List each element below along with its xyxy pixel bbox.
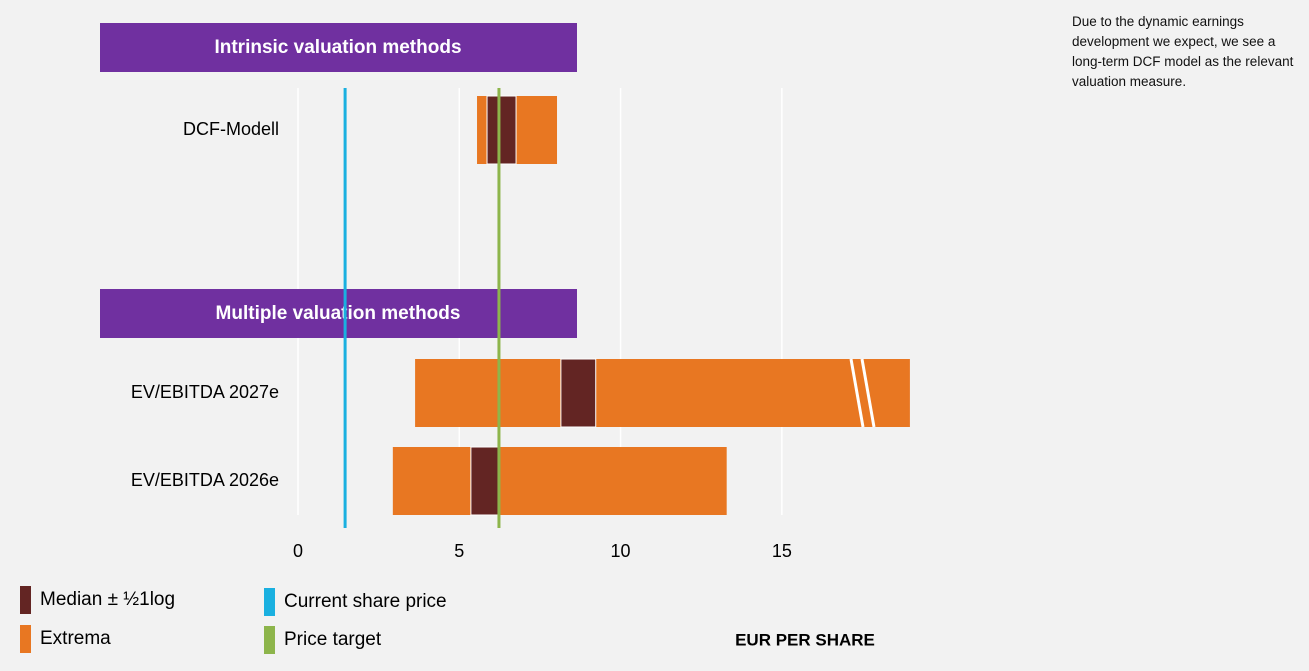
legend-label: Extrema bbox=[40, 628, 111, 649]
extrema-bar bbox=[392, 447, 727, 515]
median-bar bbox=[470, 446, 499, 516]
legend-swatch bbox=[264, 626, 275, 654]
x-axis-label: EUR PER SHARE bbox=[735, 630, 875, 649]
legend-label: Current share price bbox=[284, 591, 447, 612]
axis-break bbox=[849, 358, 865, 428]
category-label: EV/EBITDA 2026e bbox=[131, 470, 279, 490]
side-note: Due to the dynamic earnings development … bbox=[1072, 14, 1294, 89]
x-tick-label: 15 bbox=[772, 541, 792, 561]
x-tick-label: 0 bbox=[293, 541, 303, 561]
group-header bbox=[100, 23, 577, 72]
axis-break bbox=[860, 358, 876, 428]
legend-swatch bbox=[264, 588, 275, 616]
category-label: EV/EBITDA 2027e bbox=[131, 382, 279, 402]
legend-label: Price target bbox=[284, 629, 382, 650]
median-bar bbox=[486, 95, 517, 165]
category-label: DCF-Modell bbox=[183, 119, 279, 139]
x-tick-label: 5 bbox=[454, 541, 464, 561]
legend-swatch bbox=[20, 586, 31, 614]
median-bar bbox=[560, 358, 597, 428]
group-header-label: Multiple valuation methods bbox=[216, 303, 461, 324]
x-tick-label: 10 bbox=[611, 541, 631, 561]
extrema-bar bbox=[415, 359, 910, 427]
legend-swatch bbox=[20, 625, 31, 653]
group-header-label: Intrinsic valuation methods bbox=[214, 37, 461, 58]
legend-label: Median ± ½1log bbox=[40, 589, 175, 610]
